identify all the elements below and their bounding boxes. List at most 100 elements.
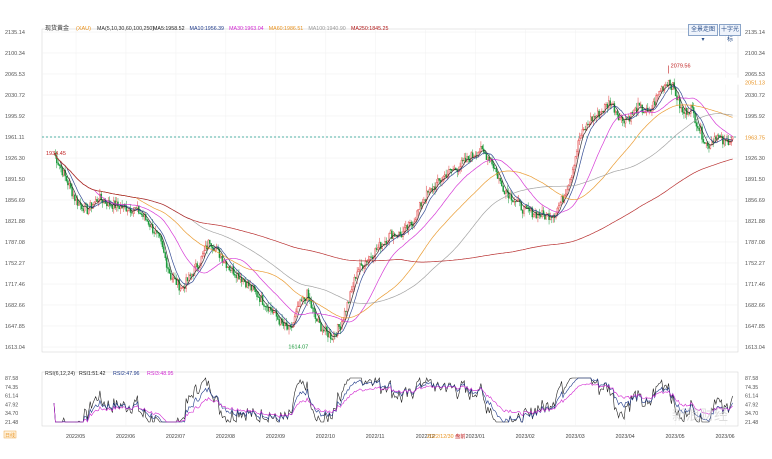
candle-body (149, 224, 151, 228)
candle-body (302, 297, 304, 302)
candle-body (616, 111, 618, 116)
candle-body (494, 167, 496, 169)
x-tick-label: 2022/07 (166, 434, 185, 440)
candle-body (259, 297, 261, 302)
candle-body (591, 116, 593, 122)
candle-body (405, 225, 407, 228)
candle-body (560, 196, 563, 203)
candle-body (613, 103, 616, 113)
candle-body (175, 278, 178, 285)
candle-body (583, 129, 585, 131)
candle-body (571, 169, 574, 178)
candle-body (566, 189, 568, 195)
x-tick-label: 2023/05 (665, 434, 684, 440)
ma-legend-item: MA60:1986.51 (269, 26, 304, 32)
x-tick-label: 2023/04 (616, 434, 635, 440)
candle-body (228, 266, 230, 271)
candle-body (470, 152, 472, 162)
candle-body (204, 245, 207, 251)
period-tag-bg (3, 430, 17, 439)
candle-body (512, 200, 514, 203)
ma-line-ma30 (53, 97, 733, 323)
candle-body (551, 216, 553, 218)
ma-legend-item: MA30:1963.04 (229, 26, 264, 32)
candle-body (410, 222, 413, 225)
candle-body (353, 277, 356, 287)
y-tick-label-right: 1787.08 (745, 240, 765, 246)
candle-body (164, 252, 166, 259)
y-tick-label-right: 1647.85 (745, 324, 765, 330)
candle-body (64, 170, 66, 177)
candle-body (573, 165, 575, 170)
rsi-y-tick-right: 61.14 (745, 394, 758, 400)
candle-body (188, 274, 190, 282)
candle-body (307, 289, 310, 299)
candle-body (681, 107, 684, 113)
candle-body (435, 182, 438, 190)
candle-body (167, 267, 169, 270)
rsi-y-tick-left: 74.35 (5, 385, 18, 391)
candle-body (254, 289, 257, 292)
candle-body (705, 142, 707, 144)
candle-body (567, 185, 570, 190)
candle-body (683, 112, 685, 114)
crosshair-button[interactable]: 十字光标 (719, 24, 741, 43)
chart-title: 现货黄金 (45, 24, 69, 32)
candle-body (380, 242, 382, 249)
y-tick-label-left: 1613.04 (5, 345, 25, 351)
candle-body (222, 261, 225, 263)
y-tick-label-right: 2030.72 (745, 93, 765, 99)
candle-body (563, 195, 566, 203)
candle-body (697, 126, 699, 129)
candle-body (242, 279, 244, 282)
y-tick-label-right: 2135.14 (745, 30, 765, 36)
candle-body (349, 291, 351, 303)
candle-body (608, 100, 610, 108)
candle-body (375, 248, 378, 250)
candle-body (268, 306, 271, 312)
y-tick-label-left: 1995.92 (5, 114, 25, 120)
candle-body (359, 263, 361, 270)
candle-body (588, 124, 591, 126)
candle-body (609, 100, 611, 106)
candle-body (423, 199, 425, 203)
panorama-button[interactable]: 全景走图 ▾ (688, 24, 718, 43)
candle-body (698, 127, 700, 131)
candle-body (577, 140, 579, 152)
candle-body (556, 207, 559, 214)
candle-body (688, 112, 691, 114)
ma-legend-item: MA100:1940.90 (308, 26, 345, 32)
candle-body (266, 306, 268, 308)
candle-body (414, 219, 417, 223)
candle-body (343, 310, 346, 320)
candle-body (346, 302, 349, 312)
candle-body (637, 102, 639, 114)
candle-body (336, 324, 339, 336)
candle-body (722, 136, 724, 145)
candle-body (71, 187, 73, 197)
candle-body (286, 325, 289, 330)
candle-body (202, 253, 204, 257)
candle-body (652, 101, 655, 109)
y-tick-label-right: 1717.46 (745, 282, 765, 288)
y-tick-label-left: 2030.72 (5, 93, 25, 99)
candle-body (640, 104, 642, 106)
candle-body (374, 248, 376, 257)
candle-body (239, 277, 242, 280)
candle-body (403, 227, 406, 232)
candle-body (111, 205, 114, 209)
candle-body (61, 167, 64, 176)
candle-body (320, 322, 322, 332)
candle-body (203, 250, 205, 254)
candle-body (687, 112, 689, 115)
candle-body (165, 257, 168, 268)
candle-body (334, 334, 336, 336)
candle-body (250, 284, 253, 291)
y-tick-label-left: 1821.88 (5, 219, 25, 225)
y-tick-label-right: 1995.92 (745, 114, 765, 120)
candle-body (576, 151, 578, 157)
ma-legend-item: MA10:1956.39 (190, 26, 225, 32)
candle-body (478, 151, 481, 153)
